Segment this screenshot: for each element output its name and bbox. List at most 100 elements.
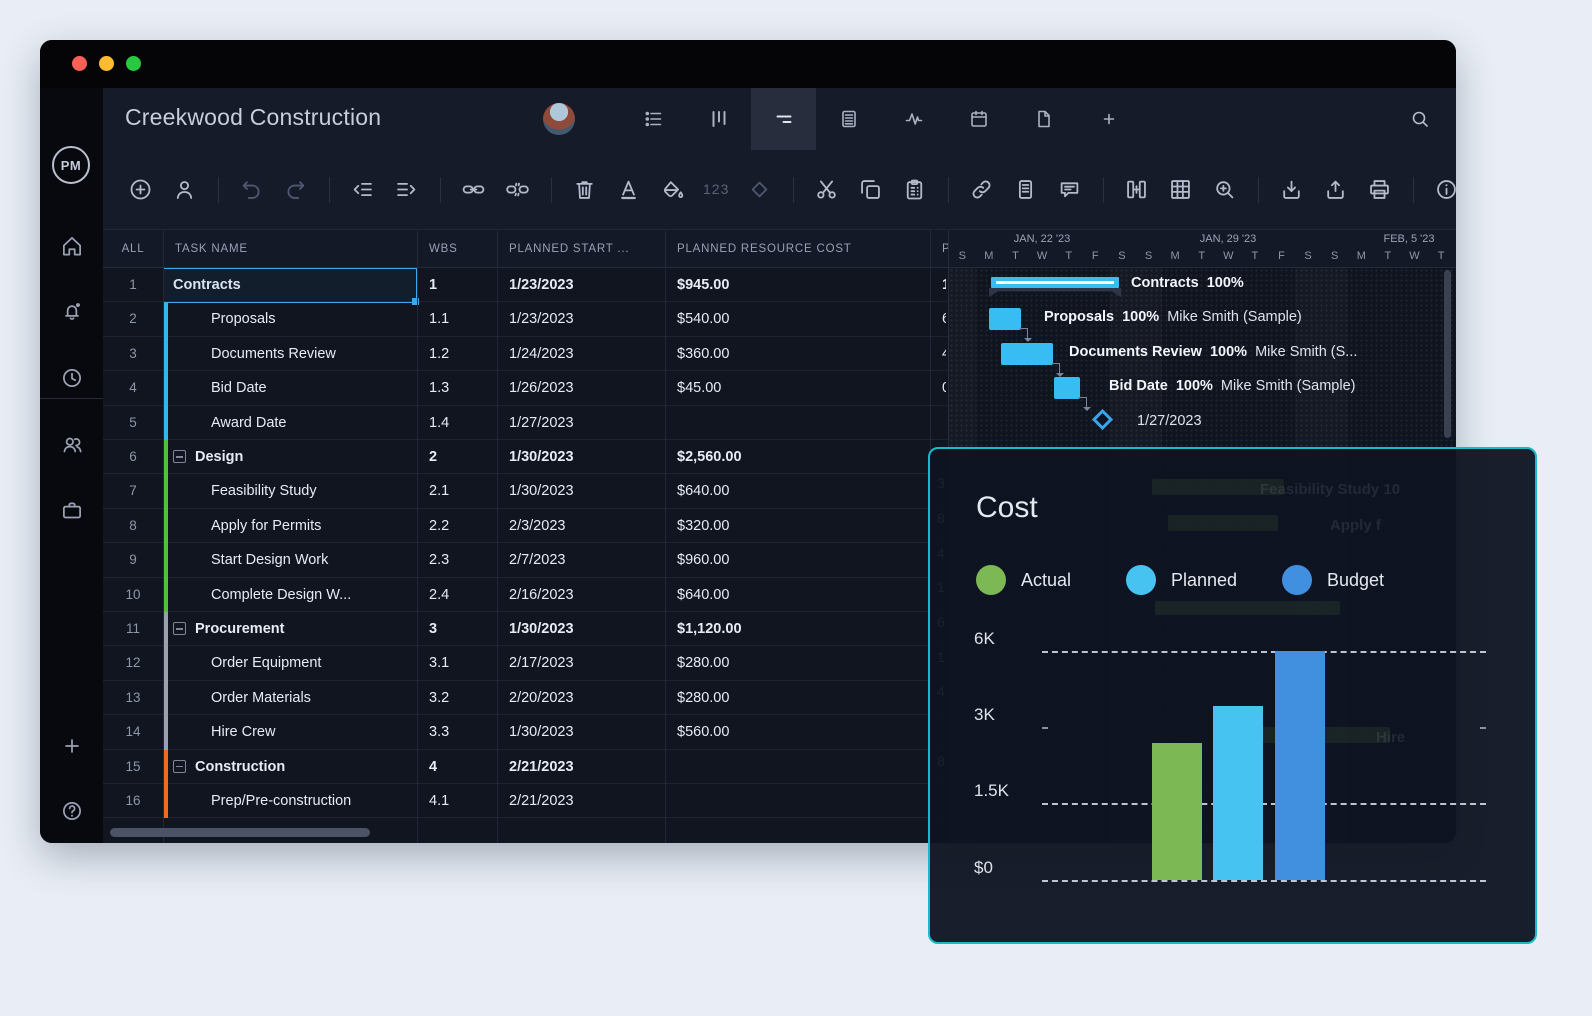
planned-start-cell[interactable]: 2/7/2023 xyxy=(509,552,566,569)
outdent-icon[interactable] xyxy=(349,176,376,203)
table-row[interactable]: 15 Construction 4 2/21/2023 xyxy=(103,749,948,784)
tab-gantt[interactable] xyxy=(751,88,816,150)
planned-start-cell[interactable]: 1/30/2023 xyxy=(509,449,574,465)
planned-resource-cost-cell[interactable] xyxy=(677,406,928,440)
wbs-cell[interactable]: 1.4 xyxy=(429,414,450,431)
export-icon[interactable] xyxy=(1322,176,1349,203)
planned-resource-cost-cell[interactable]: $960.00 xyxy=(677,552,730,569)
planned-start-cell[interactable]: 1/23/2023 xyxy=(509,277,574,293)
fill-color-icon[interactable] xyxy=(659,176,686,203)
planned-resource-cost-cell[interactable]: $945.00 xyxy=(677,277,730,293)
minimize-window-button[interactable] xyxy=(99,56,114,71)
bell-icon[interactable] xyxy=(59,298,85,324)
wbs-cell[interactable]: 3.3 xyxy=(429,724,450,741)
wbs-cell[interactable]: 1.1 xyxy=(429,311,450,328)
planned-start-cell[interactable]: 1/26/2023 xyxy=(509,380,574,397)
column-header-planned-start-[interactable]: PLANNED START ... xyxy=(509,243,630,255)
table-row[interactable]: 7 Feasibility Study 2.1 1/30/2023 $640.00 xyxy=(103,474,948,509)
tab-sheet[interactable] xyxy=(816,88,881,150)
cut-icon[interactable] xyxy=(813,176,840,203)
number-format-icon[interactable]: 123 xyxy=(703,181,730,197)
table-row[interactable]: 13 Order Materials 3.2 2/20/2023 $280.00 xyxy=(103,680,948,716)
task-name-cell[interactable]: Apply for Permits xyxy=(211,509,413,543)
wbs-cell[interactable]: 2.3 xyxy=(429,552,450,569)
link-icon[interactable] xyxy=(460,176,487,203)
planned-start-cell[interactable]: 1/27/2023 xyxy=(509,414,574,431)
planned-start-cell[interactable]: 1/24/2023 xyxy=(509,345,574,362)
collapse-icon[interactable] xyxy=(173,450,186,463)
cost-bar-actual[interactable] xyxy=(1152,743,1202,880)
info-icon[interactable] xyxy=(1433,176,1456,203)
wbs-cell[interactable]: 1 xyxy=(429,277,438,293)
horizontal-scrollbar[interactable] xyxy=(110,828,370,837)
wbs-cell[interactable]: 3.1 xyxy=(429,655,450,672)
task-name-cell[interactable]: Complete Design W... xyxy=(211,578,413,612)
wbs-cell[interactable]: 1.3 xyxy=(429,380,450,397)
task-name-cell[interactable]: Documents Review xyxy=(211,337,413,371)
print-icon[interactable] xyxy=(1366,176,1393,203)
unlink-icon[interactable] xyxy=(504,176,531,203)
task-name-cell[interactable]: Procurement xyxy=(173,612,413,646)
planned-resource-cost-cell[interactable]: $1,120.00 xyxy=(677,621,742,637)
people-icon[interactable] xyxy=(59,432,85,458)
gantt-task-bar[interactable] xyxy=(1001,342,1053,365)
table-row[interactable]: 11 Procurement 3 1/30/2023 $1,120.00 xyxy=(103,612,948,647)
planned-resource-cost-cell[interactable]: $280.00 xyxy=(677,655,730,672)
planned-start-cell[interactable]: 2/20/2023 xyxy=(509,689,574,706)
undo-icon[interactable] xyxy=(238,176,265,203)
table-row[interactable]: 4 Bid Date 1.3 1/26/2023 $45.00 0 xyxy=(103,371,948,406)
planned-start-cell[interactable]: 2/21/2023 xyxy=(509,793,574,809)
close-window-button[interactable] xyxy=(72,56,87,71)
table-row[interactable]: 9 Start Design Work 2.3 2/7/2023 $960.00 xyxy=(103,543,948,578)
planned-resource-cost-cell[interactable]: $640.00 xyxy=(677,483,730,500)
table-row[interactable]: 6 Design 2 1/30/2023 $2,560.00 xyxy=(103,440,948,475)
task-name-cell[interactable]: Bid Date xyxy=(211,371,413,405)
wbs-cell[interactable]: 1.2 xyxy=(429,345,450,362)
wbs-cell[interactable]: 4.1 xyxy=(429,793,450,809)
paste-icon[interactable] xyxy=(901,176,928,203)
table-row[interactable]: 1 Contracts 1 1/23/2023 $945.00 1 xyxy=(103,268,948,305)
table-row[interactable]: 8 Apply for Permits 2.2 2/3/2023 $320.00 xyxy=(103,508,948,544)
assign-user-icon[interactable] xyxy=(171,176,198,203)
column-header-planned-resource-cost[interactable]: PLANNED RESOURCE COST xyxy=(677,243,852,255)
wbs-cell[interactable]: 2.2 xyxy=(429,517,450,534)
planned-resource-cost-cell[interactable]: $2,560.00 xyxy=(677,449,742,465)
cost-bar-planned[interactable] xyxy=(1213,706,1263,880)
task-name-cell[interactable]: Hire Crew xyxy=(211,715,413,749)
task-name-cell[interactable]: Construction xyxy=(173,750,413,784)
planned-start-cell[interactable]: 2/3/2023 xyxy=(509,517,566,534)
milestone-icon[interactable] xyxy=(746,176,773,203)
project-owner-avatar[interactable] xyxy=(543,103,575,135)
table-row[interactable]: 16 Prep/Pre-construction 4.1 2/21/2023 xyxy=(103,784,948,819)
wbs-cell[interactable]: 4 xyxy=(429,758,438,775)
collapse-icon[interactable] xyxy=(173,759,186,773)
add-task-icon[interactable] xyxy=(127,176,154,203)
milestone-diamond[interactable] xyxy=(1091,408,1114,430)
delete-icon[interactable] xyxy=(571,176,598,203)
table-row[interactable]: 14 Hire Crew 3.3 1/30/2023 $560.00 xyxy=(103,715,948,750)
font-icon[interactable] xyxy=(615,176,642,203)
pm-logo[interactable]: PM xyxy=(52,146,90,184)
planned-resource-cost-cell[interactable]: $280.00 xyxy=(677,689,730,706)
search-icon[interactable] xyxy=(1408,107,1432,131)
tab-list[interactable] xyxy=(621,88,686,150)
copy-icon[interactable] xyxy=(857,176,884,203)
planned-resource-cost-cell[interactable]: $360.00 xyxy=(677,345,730,362)
planned-resource-cost-cell[interactable]: $320.00 xyxy=(677,517,730,534)
task-name-cell[interactable]: Prep/Pre-construction xyxy=(211,784,413,818)
fill-handle[interactable] xyxy=(412,298,419,305)
tab-activity[interactable] xyxy=(881,88,946,150)
planned-start-cell[interactable]: 2/17/2023 xyxy=(509,655,574,672)
planned-resource-cost-cell[interactable]: $45.00 xyxy=(677,380,722,397)
clock-icon[interactable] xyxy=(59,365,85,391)
task-name-cell[interactable]: Proposals xyxy=(211,302,413,336)
gantt-summary-bar[interactable] xyxy=(991,277,1119,288)
task-name-cell[interactable]: Feasibility Study xyxy=(211,474,413,508)
insert-column-icon[interactable] xyxy=(1123,176,1150,203)
wbs-cell[interactable]: 2 xyxy=(429,449,438,465)
table-row[interactable]: 12 Order Equipment 3.1 2/17/2023 $280.00 xyxy=(103,646,948,681)
planned-start-cell[interactable]: 2/21/2023 xyxy=(509,758,574,775)
table-icon[interactable] xyxy=(1167,176,1194,203)
planned-resource-cost-cell[interactable] xyxy=(677,784,928,818)
task-name-cell[interactable]: Design xyxy=(173,440,413,474)
